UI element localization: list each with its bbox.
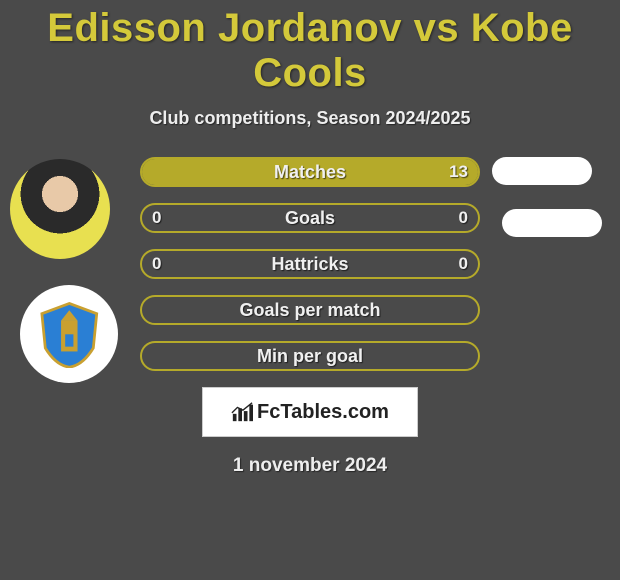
stat-value-left: 0 xyxy=(152,205,161,231)
barchart-icon xyxy=(231,401,253,423)
stat-label: Goals per match xyxy=(142,297,478,323)
pill-decor-2 xyxy=(502,209,602,237)
stat-row: Matches13 xyxy=(140,157,480,187)
source-logo-text: FcTables.com xyxy=(257,401,389,424)
stat-value-right: 0 xyxy=(459,251,468,277)
stat-label: Min per goal xyxy=(142,343,478,369)
stat-label: Goals xyxy=(142,205,478,231)
stat-row: Hattricks0 0 xyxy=(140,249,480,279)
stat-value-right: 0 xyxy=(459,205,468,231)
stat-label: Matches xyxy=(142,159,478,185)
stat-row: Goals per match xyxy=(140,295,480,325)
stat-bars: Matches13Goals00Hattricks00Goals per mat… xyxy=(140,157,480,371)
source-logo: FcTables.com xyxy=(202,387,418,437)
comparison-panel: Matches13Goals00Hattricks00Goals per mat… xyxy=(0,157,620,371)
club-badge-left xyxy=(20,285,118,383)
stat-value-right: 13 xyxy=(449,159,468,185)
shield-icon xyxy=(35,300,104,369)
stat-label: Hattricks xyxy=(142,251,478,277)
player-photo-left xyxy=(10,159,110,259)
stat-row: Goals0 0 xyxy=(140,203,480,233)
stat-row: Min per goal xyxy=(140,341,480,371)
pill-decor-1 xyxy=(492,157,592,185)
date-label: 1 november 2024 xyxy=(0,455,620,477)
page-title: Edisson Jordanov vs Kobe Cools xyxy=(0,0,620,96)
stat-value-left: 0 xyxy=(152,251,161,277)
subtitle: Club competitions, Season 2024/2025 xyxy=(0,108,620,129)
